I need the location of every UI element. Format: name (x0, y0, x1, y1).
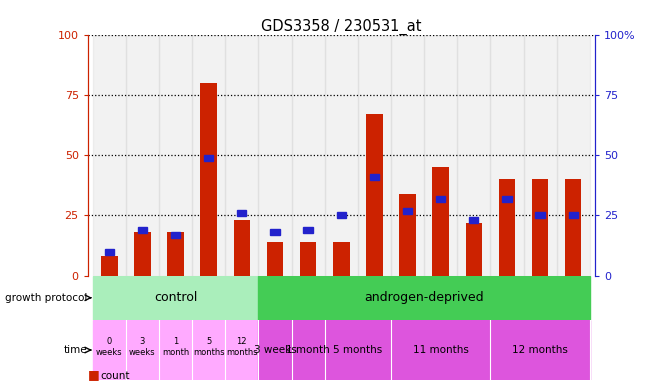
Bar (532, 179, 549, 276)
Bar (523, 35, 556, 276)
Bar (237, 210, 246, 216)
Text: 12
months: 12 months (226, 337, 257, 357)
Text: ■: ■ (88, 381, 99, 384)
Bar (93, 35, 126, 276)
Bar (457, 35, 490, 276)
Text: time: time (64, 345, 87, 355)
Bar (292, 35, 325, 276)
Text: growth protocol: growth protocol (5, 293, 87, 303)
Bar (259, 320, 292, 380)
Bar (304, 227, 313, 233)
Text: control: control (154, 291, 197, 304)
Bar (569, 212, 578, 218)
Bar (192, 320, 226, 380)
Bar (134, 232, 151, 276)
Bar (469, 217, 478, 223)
Text: ■: ■ (88, 368, 99, 381)
Text: 1
month: 1 month (162, 337, 189, 357)
Text: androgen-deprived: androgen-deprived (364, 291, 484, 304)
Bar (159, 320, 192, 380)
Bar (270, 229, 280, 235)
Title: GDS3358 / 230531_at: GDS3358 / 230531_at (261, 18, 421, 35)
Bar (436, 195, 445, 202)
Bar (424, 35, 457, 276)
Bar (138, 227, 147, 233)
Bar (167, 232, 184, 276)
Bar (325, 320, 391, 380)
Text: 3 weeks: 3 weeks (254, 345, 296, 355)
Bar (499, 179, 515, 276)
Text: 12 months: 12 months (512, 345, 568, 355)
Text: 11 months: 11 months (413, 345, 469, 355)
Bar (399, 194, 416, 276)
Bar (556, 35, 590, 276)
Bar (465, 223, 482, 276)
Bar (565, 179, 582, 276)
Bar (490, 35, 523, 276)
Bar (171, 232, 180, 238)
Text: count: count (101, 371, 130, 381)
Bar (432, 167, 449, 276)
Bar (93, 320, 126, 380)
Bar (337, 212, 346, 218)
Bar (126, 320, 159, 380)
Text: 3
weeks: 3 weeks (129, 337, 156, 357)
Bar (233, 220, 250, 276)
Bar (391, 35, 424, 276)
Bar (226, 320, 259, 380)
Bar (358, 35, 391, 276)
Bar (333, 242, 350, 276)
Bar (226, 35, 259, 276)
Bar (259, 35, 292, 276)
Bar (204, 154, 213, 161)
Bar (370, 174, 379, 180)
Bar (105, 248, 114, 255)
Bar (300, 242, 317, 276)
Bar (366, 114, 383, 276)
Bar (192, 35, 226, 276)
Text: 1 month: 1 month (286, 345, 330, 355)
Bar (266, 242, 283, 276)
Text: 5
months: 5 months (193, 337, 224, 357)
Bar (126, 35, 159, 276)
Bar (502, 195, 512, 202)
Bar (292, 320, 325, 380)
Bar (93, 276, 259, 320)
Bar (403, 208, 412, 214)
Bar (101, 257, 118, 276)
Bar (536, 212, 545, 218)
Bar (325, 35, 358, 276)
Bar (490, 320, 590, 380)
Bar (159, 35, 192, 276)
Text: 0
weeks: 0 weeks (96, 337, 123, 357)
Text: 5 months: 5 months (333, 345, 382, 355)
Bar (200, 83, 217, 276)
Bar (259, 276, 590, 320)
Bar (391, 320, 490, 380)
